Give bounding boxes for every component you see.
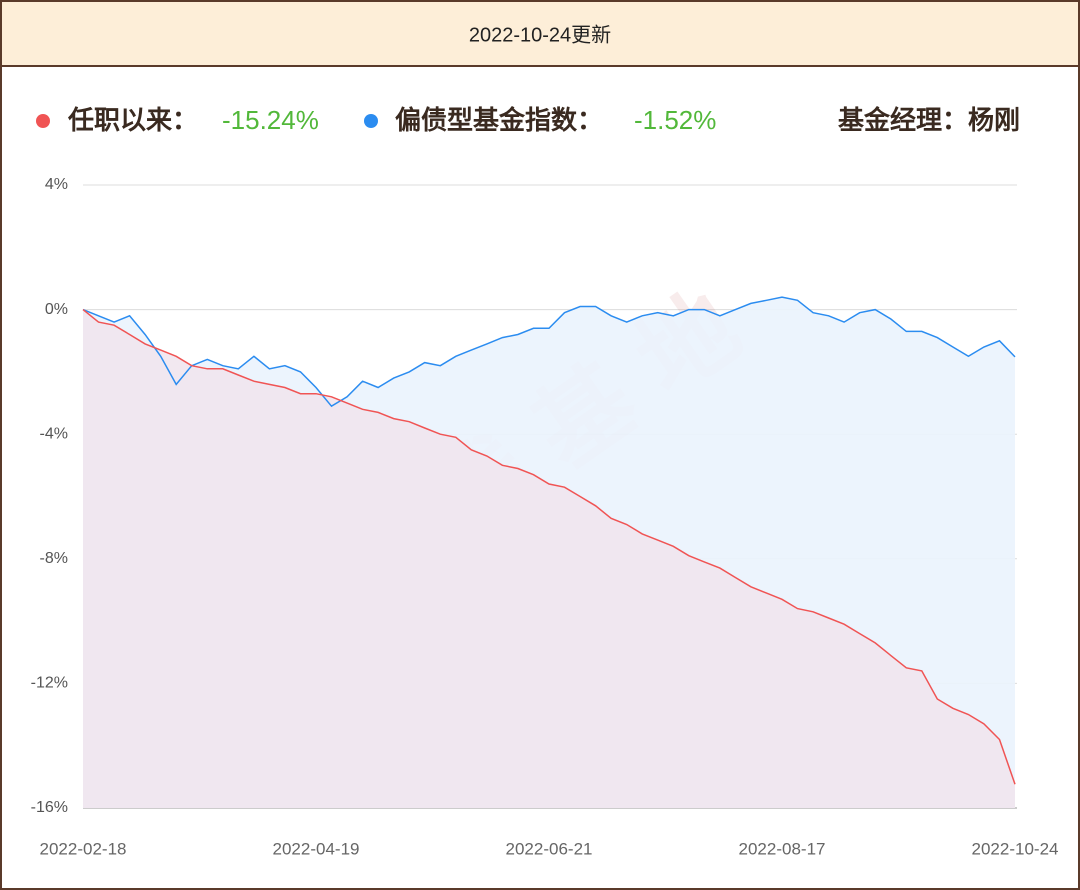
y-tick-label: 4% — [45, 176, 68, 193]
y-tick-label: -16% — [31, 799, 68, 816]
y-tick-label: 0% — [45, 301, 68, 318]
y-tick-label: -12% — [31, 675, 68, 692]
series-line — [82, 296, 1016, 408]
legend-value: -15.24% — [222, 105, 319, 135]
legend-marker — [36, 114, 50, 128]
series-area — [83, 309, 1015, 808]
y-tick-label: -8% — [40, 550, 68, 567]
header-band — [0, 0, 1080, 67]
y-tick-label: -4% — [40, 425, 68, 442]
x-tick-label: 2022-08-17 — [739, 839, 826, 858]
legend-label: 任职以来： — [67, 105, 198, 135]
legend-label: 偏债型基金指数： — [395, 105, 603, 135]
header-title: 2022-10-24更新 — [469, 23, 611, 46]
x-tick-label: 2022-06-21 — [506, 839, 593, 858]
manager-label: 基金经理：杨刚 — [838, 105, 1020, 135]
legend-value: -1.52% — [634, 105, 716, 135]
x-tick-label: 2022-04-19 — [273, 839, 360, 858]
x-tick-label: 2022-10-24 — [972, 839, 1059, 858]
legend-marker — [364, 114, 378, 128]
series-line — [82, 309, 1016, 785]
x-tick-label: 2022-02-18 — [40, 839, 127, 858]
